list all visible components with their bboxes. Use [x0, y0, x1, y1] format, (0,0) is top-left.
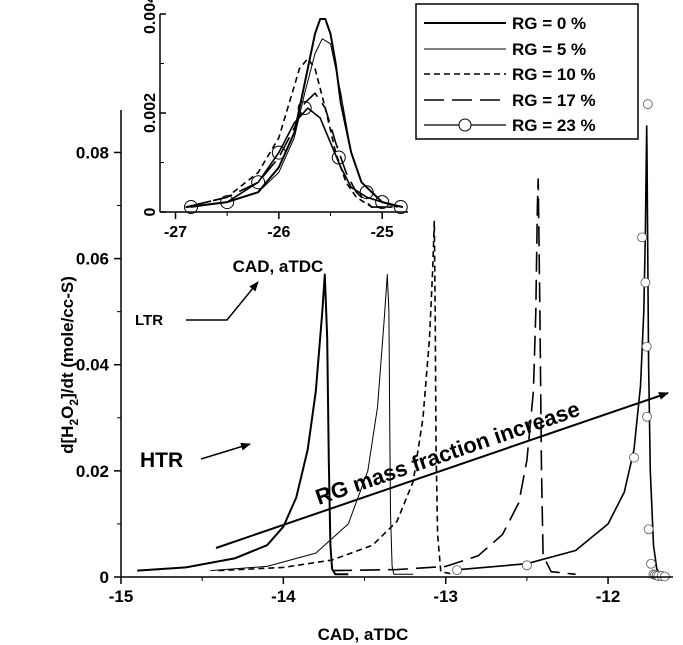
- htr-arrow: [200, 442, 251, 460]
- rg23-marker: [452, 565, 462, 576]
- inset-rg23-marker: [331, 150, 346, 165]
- legend-box: [415, 3, 639, 140]
- inset-y-tick-label: 0.002: [142, 93, 159, 133]
- ltr-label: LTR: [135, 312, 163, 329]
- inset-x-tick-label: -26: [267, 224, 290, 241]
- inset-rg23-marker: [220, 195, 235, 210]
- legend-marker-rg23: [458, 118, 472, 132]
- inset-series-line-rg-17: [185, 92, 393, 208]
- series-line-rg-17: [332, 178, 576, 576]
- inset-x-tick-label: -27: [164, 224, 187, 241]
- series-line-rg-0: [137, 273, 349, 576]
- series-line-rg-23: [453, 125, 666, 577]
- legend-label-rg5: RG = 5 %: [512, 40, 586, 59]
- inset-background: [160, 14, 408, 214]
- legend: RG = 0 % RG = 5 % RG = 10 % RG = 17 % RG…: [415, 3, 639, 140]
- rg23-marker: [521, 560, 532, 571]
- x-axis-title: CAD, aTDC: [318, 625, 409, 644]
- rg23-marker: [629, 452, 639, 463]
- x-tick-label: -13: [433, 587, 458, 606]
- y-tick-label: 0.08: [76, 143, 109, 162]
- x-tick-label: -12: [596, 587, 621, 606]
- inset-series-line-rg-5: [185, 38, 403, 208]
- y-axis-title: d[H2O2]/dt (mole/cc-S): [58, 276, 81, 454]
- legend-label-rg0: RG = 0 %: [512, 14, 586, 33]
- series-line-rg-5: [210, 274, 414, 575]
- rg23-marker: [646, 558, 656, 569]
- y-tick-label: 0.06: [76, 250, 109, 269]
- annotations: RG mass fraction increase HTR LTR: [135, 281, 669, 549]
- inset-rg23-marker: [297, 101, 312, 116]
- ltr-arrow: [186, 281, 259, 321]
- rg23-marker: [642, 411, 652, 422]
- y-tick-label: 0.02: [76, 462, 109, 481]
- inset-chart: -27 -26 -25 0 0.002 0.004: [142, 0, 408, 241]
- rg23-marker: [642, 99, 653, 110]
- legend-label-rg17: RG = 17 %: [512, 91, 596, 110]
- rg23-marker: [641, 341, 652, 352]
- inset-y-tick-label: 0: [142, 207, 159, 216]
- legend-label-rg23: RG = 23 %: [512, 116, 596, 135]
- x-tick-label: -15: [109, 587, 134, 606]
- x-tick-label: -14: [271, 587, 296, 606]
- inset-x-tick-label: -25: [371, 224, 394, 241]
- rg23-marker: [643, 524, 654, 535]
- y-tick-label: 0.04: [76, 356, 110, 375]
- inset-series-line-rg-10: [185, 57, 393, 208]
- htr-label: HTR: [140, 449, 183, 472]
- rg23-marker: [640, 277, 651, 288]
- inset-rg23-marker: [184, 200, 198, 215]
- main-chart: -15 -14 -13 -12 0 0.02 0.04 0.06 0.08: [76, 99, 673, 606]
- y-tick-label: 0: [100, 568, 109, 587]
- inset-rg23-marker: [393, 200, 408, 215]
- inset-rg23-marker: [375, 195, 390, 210]
- inset-y-tick-label: 0.004: [142, 0, 159, 34]
- inset-rg23-marker: [359, 185, 374, 200]
- legend-label-rg10: RG = 10 %: [512, 65, 596, 84]
- inset-x-axis-title: CAD, aTDC: [233, 257, 324, 276]
- inset-series-line-rg-23: [190, 107, 398, 208]
- rg23-marker: [637, 232, 648, 243]
- rg-increase-arrow: [215, 392, 669, 549]
- inset-rg23-marker: [251, 175, 266, 190]
- inset-rg23-marker: [271, 145, 286, 160]
